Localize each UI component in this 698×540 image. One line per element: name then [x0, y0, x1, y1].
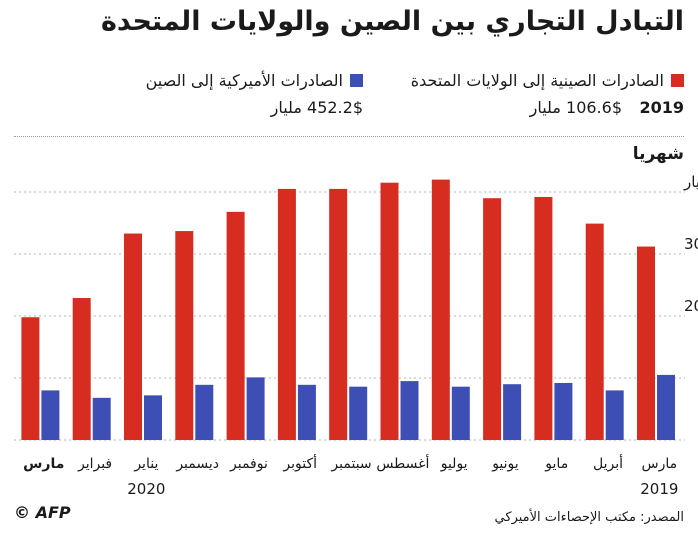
us-total-2019: 106.6$ مليار: [529, 98, 622, 117]
chart-title: التبادل التجاري بين الصين والولايات المت…: [100, 6, 684, 37]
legend-us-label: الصادرات الأميركية إلى الصين: [145, 70, 343, 90]
bar-us-exports: [41, 390, 60, 440]
category-label: مارس: [642, 456, 678, 472]
china-total-2019: 452.2$ مليار: [270, 98, 363, 117]
category-label: مايو: [544, 456, 568, 472]
bar-us-exports: [246, 377, 265, 440]
bar-us-exports: [657, 374, 675, 440]
bar-china-exports: [72, 298, 91, 440]
bar-china-exports: [431, 179, 450, 440]
category-label: يوليو: [440, 456, 468, 472]
bar-china-exports: [329, 188, 348, 440]
monthly-label: شهريا: [632, 144, 684, 164]
bar-china-exports: [380, 182, 399, 440]
legend-us-swatch: [350, 73, 363, 87]
bar-us-exports: [400, 381, 419, 440]
bar-china-exports: [277, 188, 296, 440]
bar-china-exports: [483, 198, 502, 440]
bar-china-exports: [637, 246, 655, 440]
y-tick-labels: 20 30 40$ مليار: [683, 173, 698, 315]
legend-china-label: الصادرات الصينية إلى الولايات المتحدة: [410, 70, 664, 90]
category-label: سبتمبر: [330, 456, 371, 472]
divider: [14, 136, 684, 137]
category-labels: مارس أبريل مايو يونيو يوليو أغسطس سبتمبر أكتوبر…: [23, 454, 677, 472]
totals-year: 2019: [639, 98, 684, 117]
y-tick-label: 20: [684, 297, 698, 315]
legend-china-swatch: [671, 73, 684, 87]
bars: [21, 179, 675, 440]
source-note: المصدر: مكتب الإحصاءات الأميركي: [494, 510, 684, 525]
year-labels: 2019 2020: [127, 480, 678, 498]
bar-us-exports: [144, 395, 162, 440]
bar-us-exports: [554, 382, 573, 440]
bar-china-exports: [226, 211, 245, 440]
legend-china-exports: الصادرات الصينية إلى الولايات المتحدة: [411, 68, 684, 92]
year-label: 2020: [127, 480, 165, 498]
category-label: فبراير: [77, 456, 112, 472]
afp-logo: © AFP: [14, 503, 71, 522]
bar-us-exports: [503, 384, 522, 440]
category-label: أكتوبر: [282, 454, 317, 472]
category-label: يونيو: [491, 456, 519, 472]
bar-china-exports: [175, 231, 194, 440]
category-label: ديسمبر: [175, 456, 219, 472]
bar-us-exports: [349, 386, 368, 440]
year-label: 2019: [640, 480, 678, 498]
bar-us-exports: [451, 386, 470, 440]
bar-china-exports: [124, 233, 142, 440]
bar-us-exports: [195, 384, 214, 440]
bar-china-exports: [534, 196, 553, 440]
y-tick-label: 40$ مليار: [683, 173, 698, 191]
bar-china-exports: [585, 223, 604, 440]
category-label: يناير: [133, 456, 158, 472]
y-tick-label: 30: [684, 235, 698, 253]
bar-china-exports: [21, 317, 40, 440]
bar-us-exports: [92, 397, 111, 440]
legend-us-exports: الصادرات الأميركية إلى الصين: [146, 68, 363, 92]
bar-us-exports: [297, 384, 316, 440]
category-label: نوفمبر: [229, 456, 268, 472]
category-label: أبريل: [593, 454, 623, 472]
category-label: مارس: [23, 456, 64, 472]
category-label: أغسطس: [376, 454, 429, 472]
bar-us-exports: [605, 390, 624, 440]
